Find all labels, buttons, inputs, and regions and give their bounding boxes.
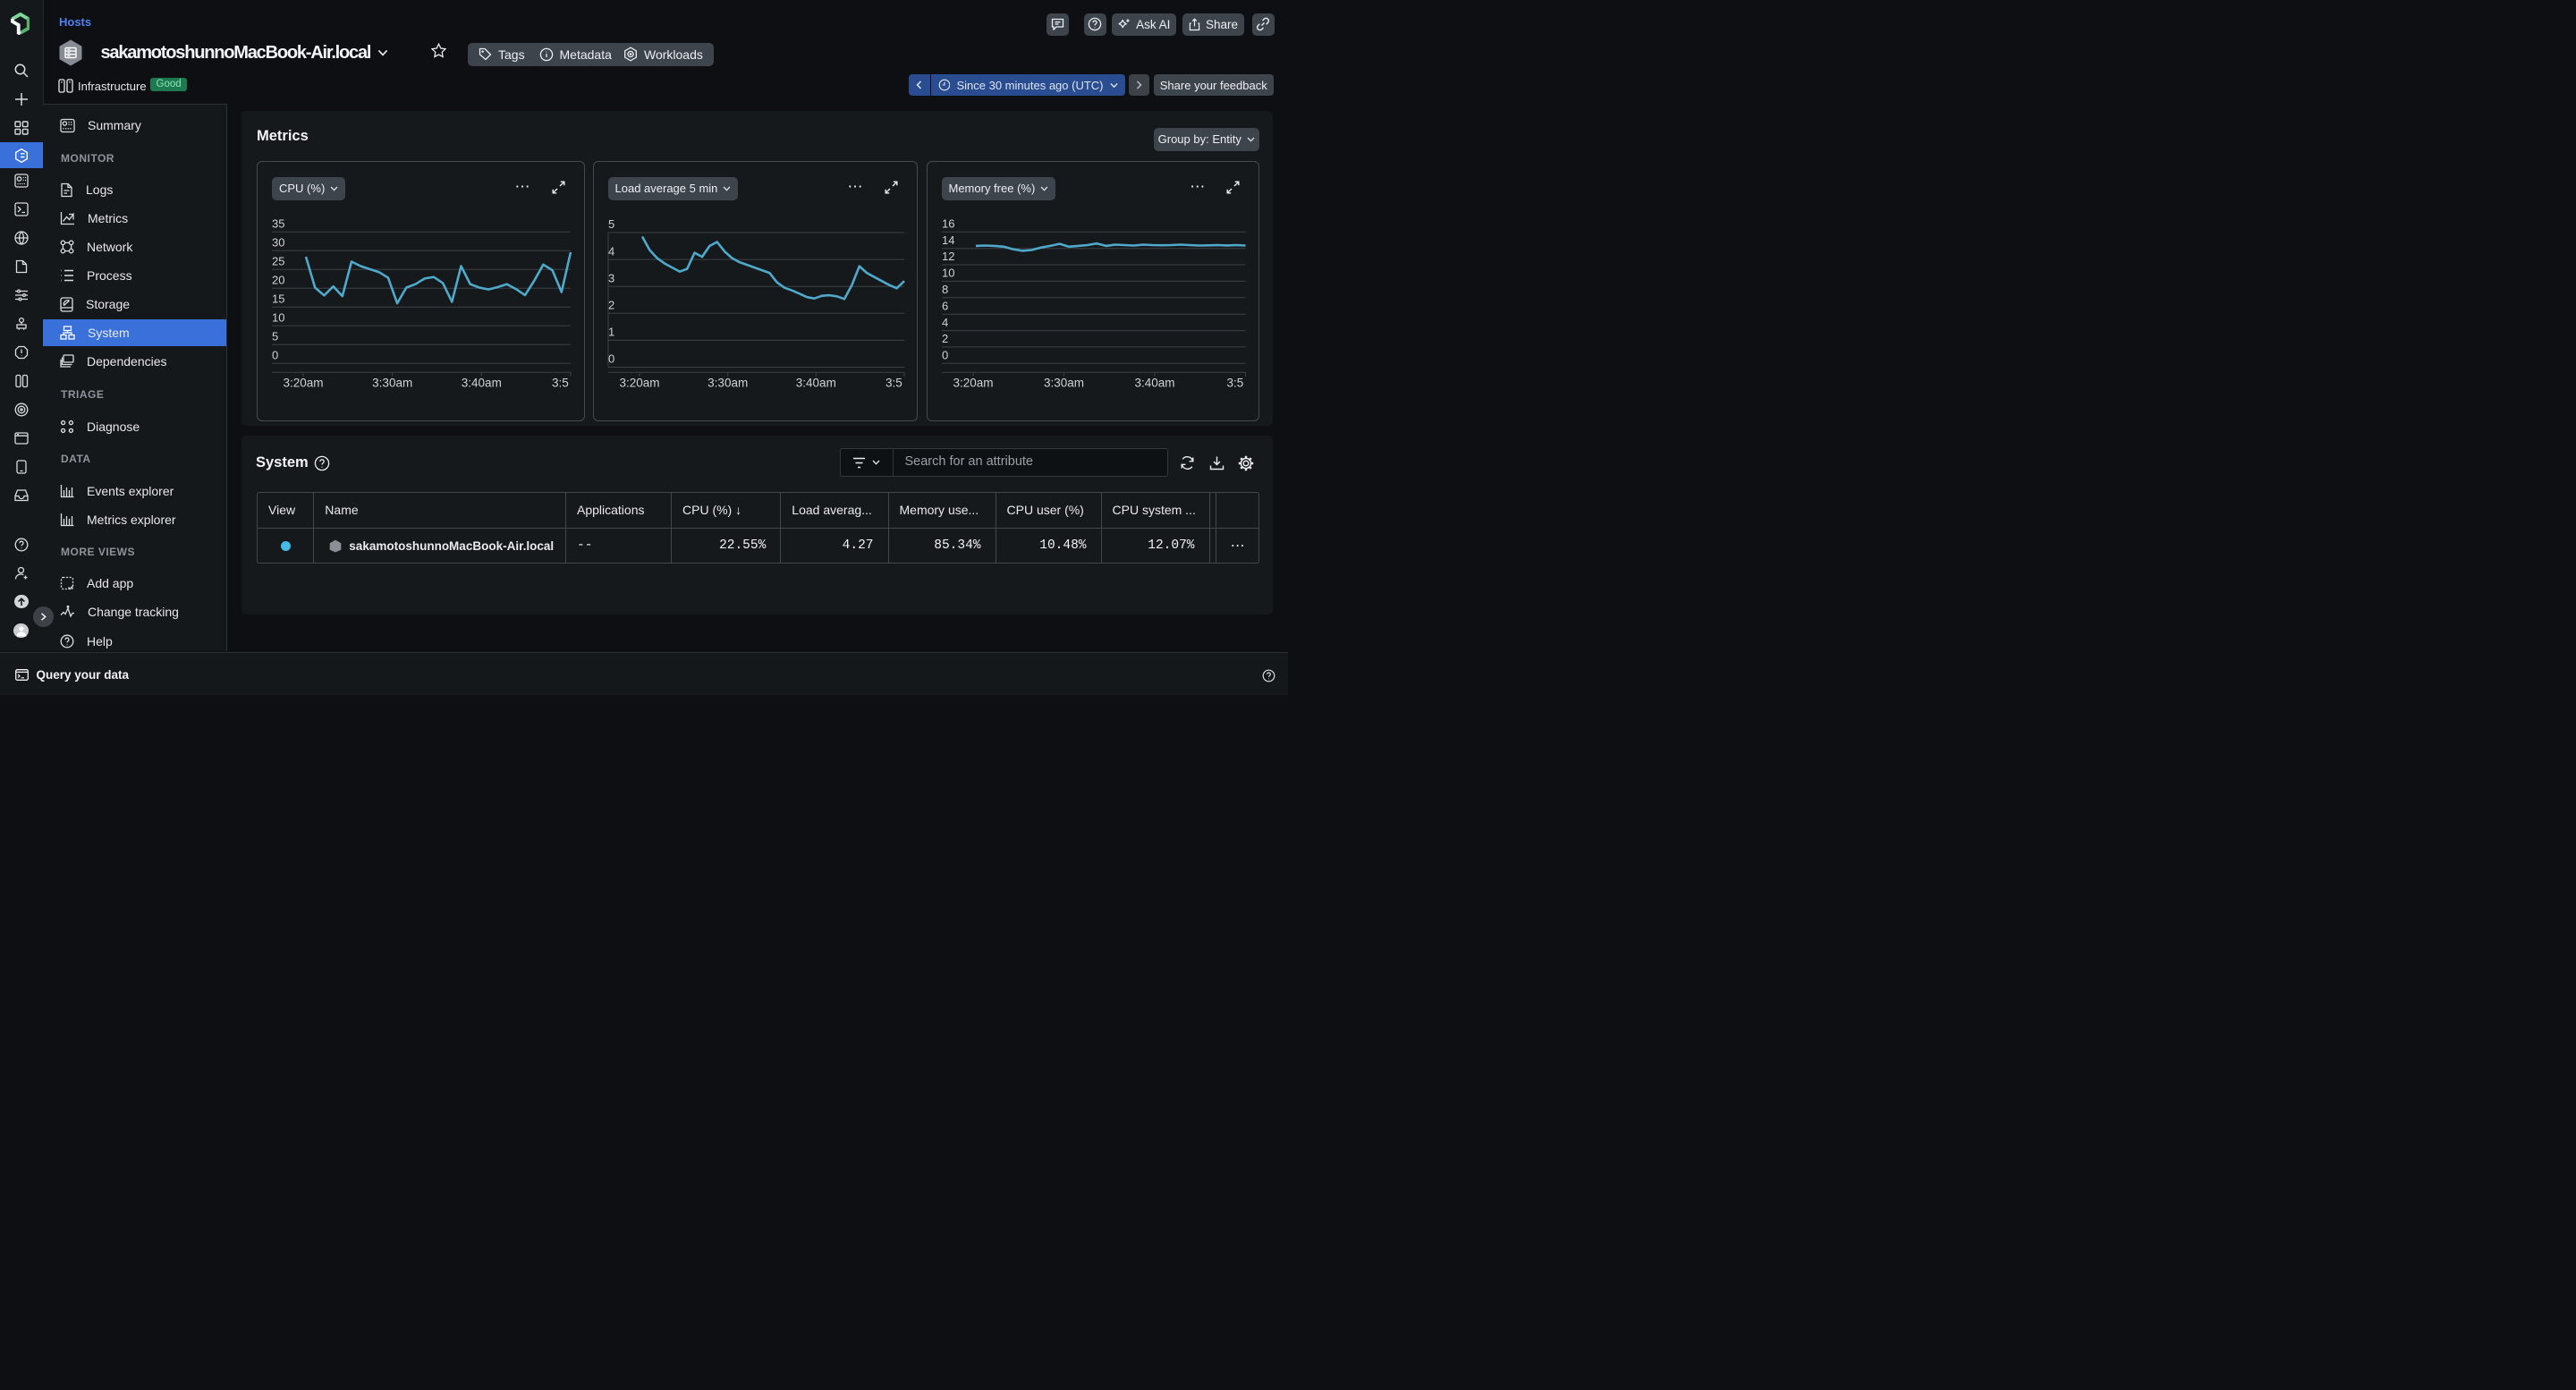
svg-text:4: 4 <box>608 244 614 258</box>
svg-text:6: 6 <box>942 299 948 312</box>
svg-text:14: 14 <box>942 233 954 247</box>
svg-text:3:30am: 3:30am <box>708 377 748 390</box>
svg-text:0: 0 <box>608 352 614 366</box>
svg-text:16: 16 <box>942 217 954 231</box>
svg-text:4: 4 <box>942 316 948 329</box>
svg-text:30: 30 <box>272 236 284 250</box>
svg-text:0: 0 <box>272 349 278 362</box>
svg-text:10: 10 <box>942 267 954 280</box>
svg-text:20: 20 <box>272 274 284 287</box>
svg-text:3:20am: 3:20am <box>953 377 993 390</box>
svg-text:15: 15 <box>272 292 284 306</box>
svg-text:8: 8 <box>942 283 948 296</box>
svg-text:25: 25 <box>272 255 284 268</box>
svg-text:5: 5 <box>608 217 614 231</box>
svg-text:3:20am: 3:20am <box>619 377 659 390</box>
svg-text:3:20am: 3:20am <box>283 377 323 390</box>
svg-text:3:5: 3:5 <box>1226 377 1243 390</box>
svg-text:3:5: 3:5 <box>552 377 569 390</box>
svg-text:3:40am: 3:40am <box>795 377 835 390</box>
svg-text:3:40am: 3:40am <box>1134 377 1174 390</box>
svg-text:5: 5 <box>272 330 278 343</box>
svg-text:3:30am: 3:30am <box>1043 377 1083 390</box>
svg-text:3:40am: 3:40am <box>462 377 502 390</box>
svg-text:10: 10 <box>272 311 284 325</box>
svg-text:35: 35 <box>272 217 284 231</box>
svg-text:12: 12 <box>942 250 954 263</box>
svg-text:3:5: 3:5 <box>886 377 902 390</box>
svg-text:2: 2 <box>608 299 614 312</box>
svg-text:2: 2 <box>942 332 948 345</box>
svg-text:3: 3 <box>608 271 614 284</box>
svg-text:3:30am: 3:30am <box>372 377 412 390</box>
svg-text:0: 0 <box>942 349 948 362</box>
svg-text:1: 1 <box>608 326 614 339</box>
